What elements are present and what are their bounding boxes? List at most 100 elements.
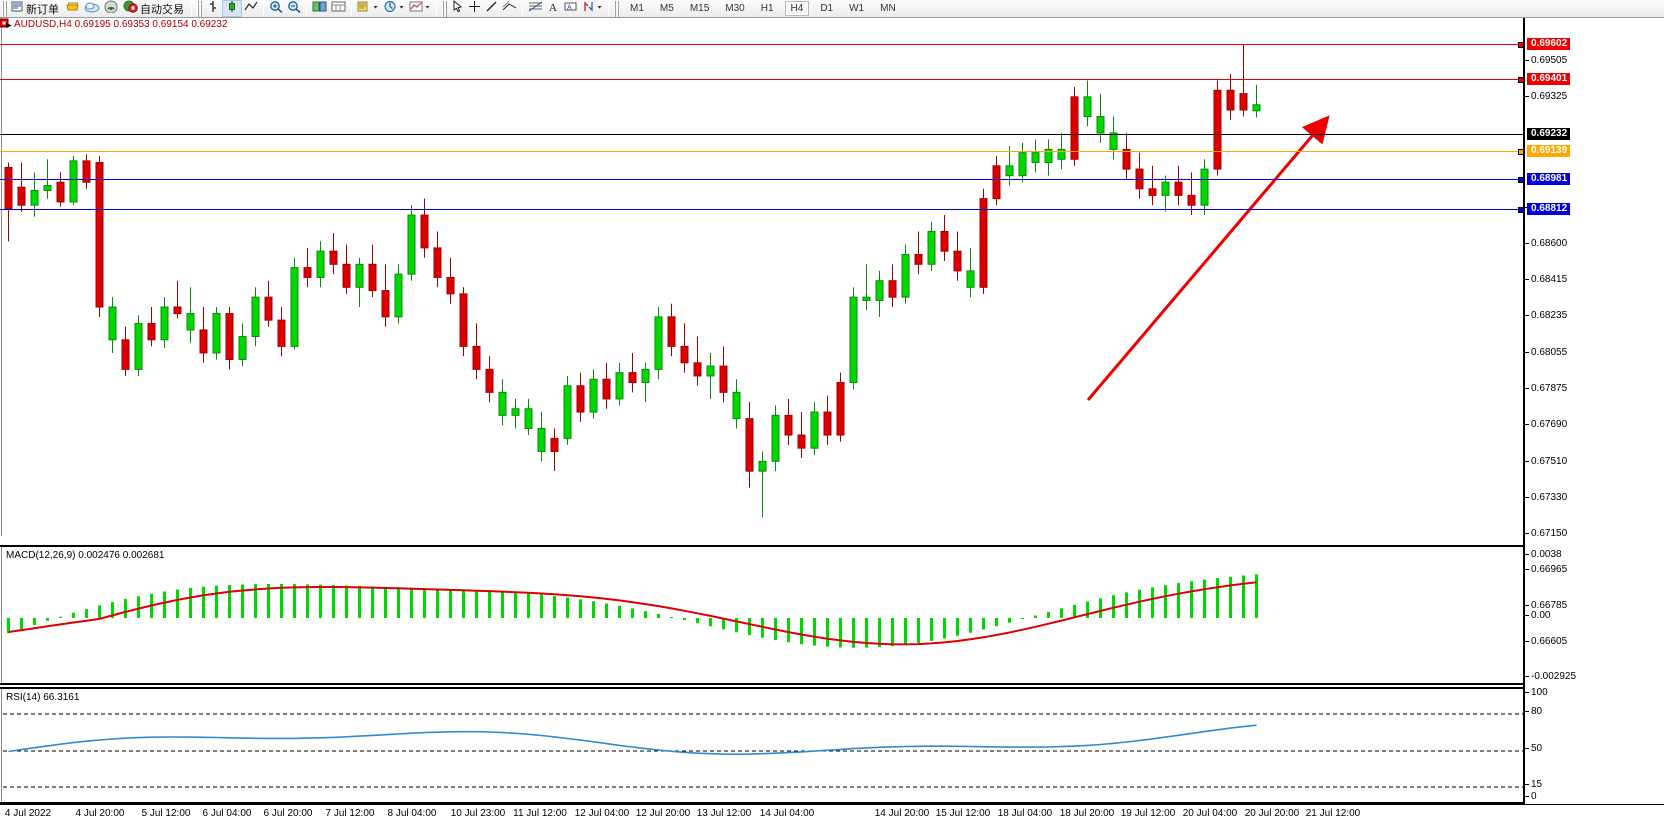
auto-trading-button[interactable]: 自动交易 <box>121 0 188 17</box>
candle <box>628 352 637 393</box>
toolbar-grip-2[interactable] <box>197 0 203 17</box>
timeframe-h4[interactable]: H4 <box>784 1 810 16</box>
candle <box>4 162 13 242</box>
chart-canvas[interactable]: AUDUSD,H4 0.69195 0.69353 0.69154 0.6923… <box>0 18 1664 804</box>
timeframe-h1[interactable]: H1 <box>760 3 774 14</box>
price-pane[interactable]: AUDUSD,H4 0.69195 0.69353 0.69154 0.6923… <box>0 18 1524 536</box>
level-line-support-upper[interactable] <box>0 177 1524 183</box>
time-axis[interactable]: 4 Jul 2022 4 Jul 20:00 5 Jul 12:00 6 Jul 04… <box>0 804 1664 826</box>
candle <box>511 398 520 429</box>
level-line-resistance-mid[interactable] <box>0 77 1524 83</box>
toolbar-separator-7 <box>608 1 609 16</box>
toolbar-grip-3[interactable] <box>442 0 448 17</box>
timeframe-m30[interactable]: M30 <box>725 3 745 14</box>
chevron-down-icon[interactable] <box>372 0 379 18</box>
macd-bar <box>189 588 192 618</box>
indicators-button[interactable] <box>381 0 407 17</box>
rsi-pane[interactable]: RSI(14) 66.3161 <box>0 687 1523 804</box>
candle <box>524 398 533 436</box>
level-line-current-price[interactable] <box>0 134 1523 135</box>
time-label: 14 Jul 04:00 <box>759 808 815 819</box>
timeframe-m5[interactable]: M5 <box>659 3 674 14</box>
channel-button[interactable] <box>500 0 519 17</box>
fibonacci-button[interactable] <box>526 0 545 17</box>
toolbar-grip-4[interactable] <box>614 0 620 17</box>
macd-bar <box>1086 601 1089 618</box>
data-window-button[interactable] <box>329 0 348 17</box>
chevron-down-icon-4[interactable] <box>596 0 603 18</box>
candle <box>654 306 663 380</box>
crosshair-button[interactable] <box>466 0 483 17</box>
gold-button[interactable] <box>63 0 82 17</box>
time-label: 14 Jul 20:00 <box>874 808 930 819</box>
timeframe-m15[interactable]: M15 <box>689 3 710 14</box>
macd-bar <box>943 618 946 639</box>
price-tick: 0.67690 <box>1525 420 1567 430</box>
signals-button[interactable] <box>102 0 121 17</box>
periods-button[interactable] <box>407 0 433 17</box>
cursor-button[interactable] <box>449 0 466 17</box>
candle <box>602 362 611 409</box>
rsi-tick: 100 <box>1525 688 1548 698</box>
chevron-down-icon-3[interactable] <box>424 0 431 18</box>
svg-text:A: A <box>567 4 572 11</box>
templates-button[interactable] <box>355 0 381 17</box>
level-label-resistance-upper[interactable]: 0.69602 <box>1527 38 1571 50</box>
candle <box>1213 80 1222 176</box>
label-button[interactable]: A <box>562 0 580 17</box>
macd-bar <box>553 595 556 618</box>
macd-bar <box>852 618 855 648</box>
arrows-button[interactable] <box>580 0 605 17</box>
candle-chart-button[interactable] <box>222 0 242 17</box>
tile-windows-button[interactable] <box>310 0 329 17</box>
time-label: 7 Jul 12:00 <box>325 808 375 819</box>
level-label-support-upper[interactable]: 0.68981 <box>1527 173 1571 185</box>
market-watch-button[interactable] <box>82 0 102 17</box>
macd-pane[interactable]: MACD(12,26,9) 0.002476 0.002681 <box>0 545 1523 685</box>
macd-bar <box>514 592 517 618</box>
price-scale[interactable]: 0.695050.693250.687800.686000.684150.682… <box>1525 18 1664 804</box>
trendline-button[interactable] <box>483 0 500 17</box>
arrows-icon <box>582 0 596 18</box>
candle <box>225 306 234 370</box>
timeframe-d1[interactable]: D1 <box>820 3 834 14</box>
macd-bar <box>631 608 634 618</box>
chevron-down-icon-2[interactable] <box>398 0 405 18</box>
level-line-pivot-orange[interactable] <box>0 149 1524 155</box>
toolbar-grip[interactable] <box>2 0 8 17</box>
templates-icon <box>357 0 372 18</box>
level-label-pivot-orange[interactable]: 0.69139 <box>1527 145 1571 157</box>
macd-bar <box>475 590 478 618</box>
level-label-current-price[interactable]: 0.69232 <box>1527 128 1571 140</box>
level-label-support-lower[interactable]: 0.68812 <box>1527 203 1571 215</box>
text-button[interactable]: A <box>545 0 562 17</box>
zoom-out-button[interactable] <box>285 0 303 17</box>
macd-bar <box>85 609 88 618</box>
timeframe-w1[interactable]: W1 <box>849 3 865 14</box>
level-line-support-lower[interactable] <box>0 207 1524 213</box>
time-label: 20 Jul 04:00 <box>1182 808 1238 819</box>
candle <box>420 198 429 258</box>
macd-bar <box>384 586 387 618</box>
time-label: 6 Jul 20:00 <box>263 808 313 819</box>
macd-bar <box>1047 611 1050 618</box>
price-tick: 0.67510 <box>1525 457 1567 467</box>
timeframe-mn[interactable]: MN <box>880 3 896 14</box>
candle <box>550 428 559 472</box>
level-label-resistance-mid[interactable]: 0.69401 <box>1527 73 1571 85</box>
candle <box>1226 73 1235 120</box>
level-line-resistance-upper[interactable] <box>0 42 1524 48</box>
cloud-icon <box>84 0 100 18</box>
zoom-in-button[interactable] <box>267 0 285 17</box>
time-label: 4 Jul 20:00 <box>75 808 125 819</box>
data-window-icon <box>331 0 346 18</box>
candle <box>797 412 806 459</box>
macd-bar <box>839 618 842 648</box>
bar-chart-button[interactable] <box>204 0 222 17</box>
candle <box>1096 93 1105 143</box>
line-chart-button[interactable] <box>242 0 260 17</box>
timeframe-m1[interactable]: M1 <box>630 3 644 14</box>
macd-bar <box>436 588 439 618</box>
new-order-button[interactable]: 新订单 <box>9 0 63 17</box>
fibonacci-icon <box>528 0 543 18</box>
